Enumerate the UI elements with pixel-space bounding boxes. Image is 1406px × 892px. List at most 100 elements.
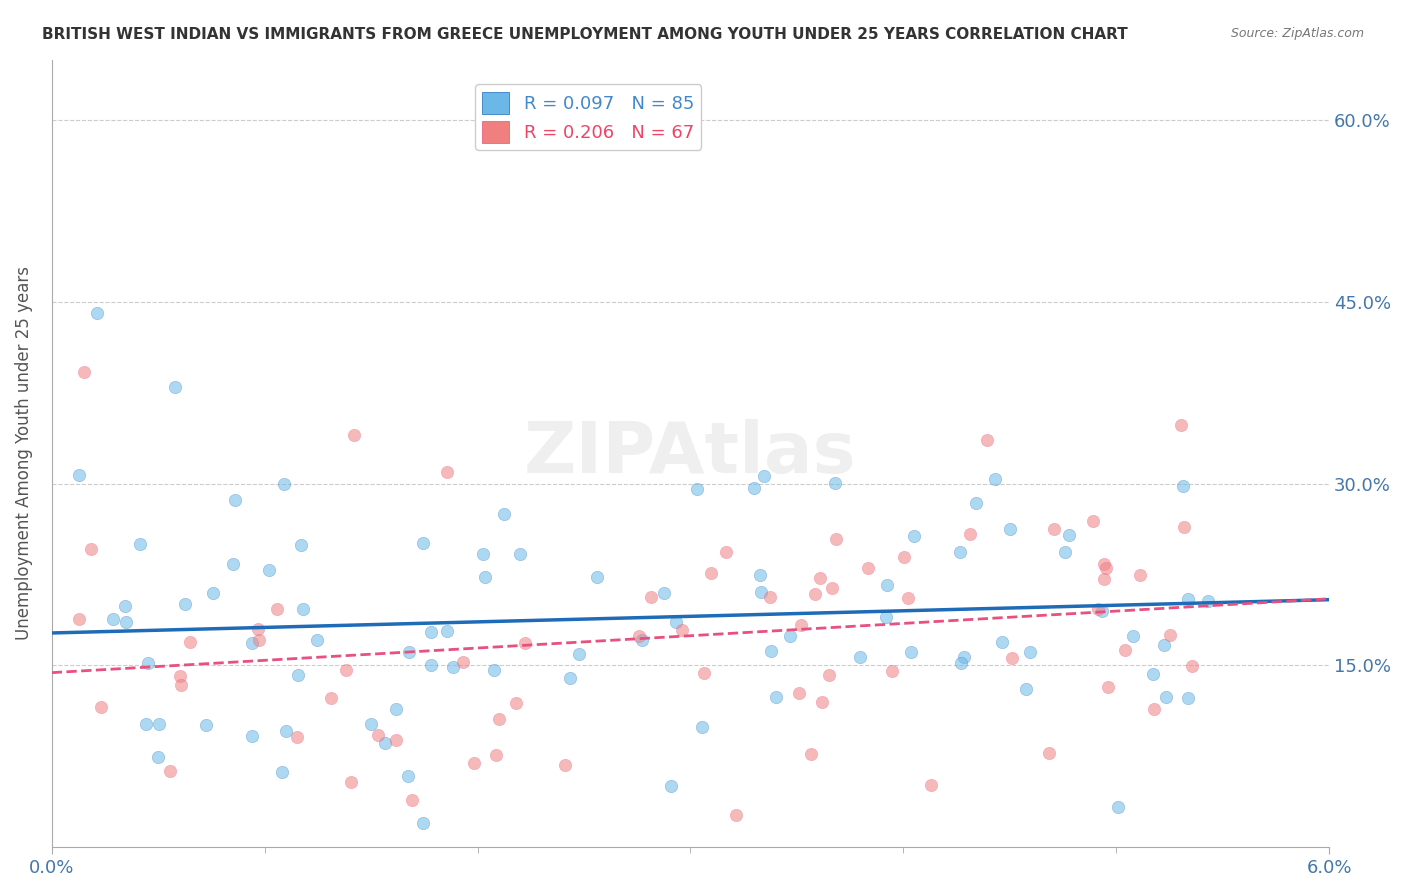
Point	[420, 625, 443, 640]
Point	[202, 585, 225, 599]
Point	[1087, 601, 1109, 615]
Point	[893, 549, 915, 564]
Point	[485, 748, 508, 763]
Point	[412, 536, 434, 550]
Point	[266, 602, 288, 616]
Point	[482, 663, 505, 677]
Point	[880, 665, 903, 679]
Point	[659, 779, 682, 793]
Point	[652, 586, 675, 600]
Point	[1154, 690, 1177, 704]
Point	[949, 656, 972, 670]
Point	[690, 720, 713, 734]
Point	[492, 507, 515, 521]
Point	[554, 758, 576, 772]
Point	[804, 587, 827, 601]
Point	[631, 633, 654, 648]
Point	[174, 597, 197, 611]
Point	[586, 570, 609, 584]
Point	[67, 611, 90, 625]
Point	[568, 647, 591, 661]
Point	[1092, 558, 1115, 572]
Y-axis label: Unemployment Among Youth under 25 years: Unemployment Among Youth under 25 years	[15, 267, 32, 640]
Point	[1173, 520, 1195, 534]
Point	[742, 481, 765, 495]
Point	[991, 635, 1014, 649]
Point	[693, 665, 716, 680]
Point	[307, 632, 329, 647]
Point	[436, 624, 458, 638]
Point	[335, 663, 357, 677]
Point	[959, 527, 981, 541]
Point	[472, 547, 495, 561]
Point	[1171, 478, 1194, 492]
Point	[896, 591, 918, 606]
Point	[163, 380, 186, 394]
Point	[749, 585, 772, 599]
Point	[80, 541, 103, 556]
Point	[246, 622, 269, 636]
Point	[224, 492, 246, 507]
Point	[146, 749, 169, 764]
Point	[128, 537, 150, 551]
Point	[558, 671, 581, 685]
Point	[287, 668, 309, 682]
Point	[273, 476, 295, 491]
Point	[1170, 418, 1192, 433]
Point	[222, 557, 245, 571]
Point	[72, 365, 94, 379]
Point	[436, 465, 458, 479]
Point	[396, 769, 419, 783]
Point	[821, 581, 844, 595]
Point	[419, 658, 441, 673]
Point	[1143, 702, 1166, 716]
Point	[1057, 528, 1080, 542]
Point	[441, 660, 464, 674]
Point	[367, 728, 389, 742]
Point	[800, 747, 823, 761]
Point	[513, 636, 536, 650]
Point	[135, 717, 157, 731]
Point	[169, 669, 191, 683]
Point	[1019, 645, 1042, 659]
Point	[876, 577, 898, 591]
Point	[1042, 522, 1064, 536]
Text: Source: ZipAtlas.com: Source: ZipAtlas.com	[1230, 27, 1364, 40]
Point	[1177, 591, 1199, 606]
Point	[271, 765, 294, 780]
Point	[505, 696, 527, 710]
Point	[247, 633, 270, 648]
Point	[451, 655, 474, 669]
Point	[340, 775, 363, 789]
Point	[818, 668, 841, 682]
Point	[686, 482, 709, 496]
Point	[385, 702, 408, 716]
Point	[1142, 666, 1164, 681]
Point	[257, 563, 280, 577]
Point	[290, 538, 312, 552]
Point	[848, 649, 870, 664]
Point	[86, 306, 108, 320]
Point	[779, 629, 801, 643]
Point	[274, 723, 297, 738]
Point	[319, 691, 342, 706]
Point	[1097, 680, 1119, 694]
Point	[752, 469, 775, 483]
Point	[858, 560, 880, 574]
Point	[114, 599, 136, 614]
Point	[385, 732, 408, 747]
Point	[1153, 638, 1175, 652]
Point	[136, 657, 159, 671]
Point	[808, 571, 831, 585]
Point	[920, 778, 942, 792]
Point	[875, 609, 897, 624]
Point	[811, 694, 834, 708]
Point	[90, 700, 112, 714]
Point	[287, 730, 309, 744]
Point	[360, 716, 382, 731]
Point	[398, 645, 420, 659]
Point	[1000, 522, 1022, 536]
Point	[761, 643, 783, 657]
Point	[1001, 650, 1024, 665]
Point	[179, 634, 201, 648]
